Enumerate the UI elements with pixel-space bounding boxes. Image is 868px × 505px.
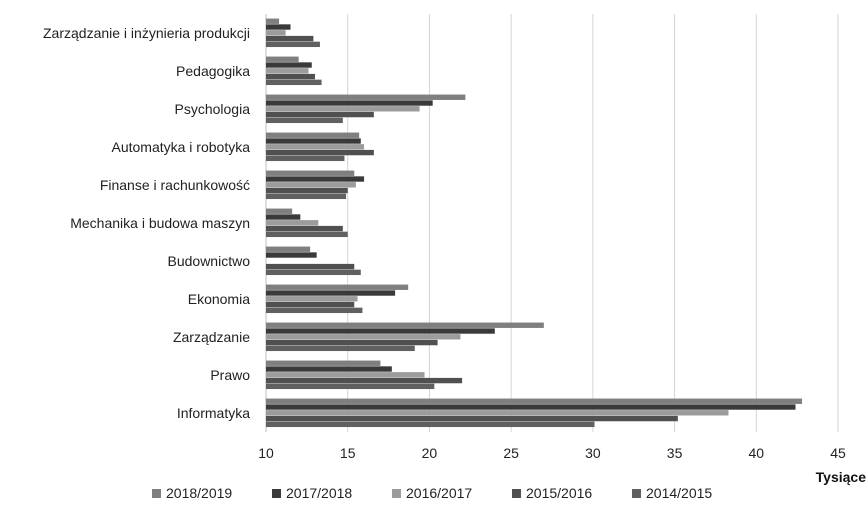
bar <box>266 290 396 296</box>
x-tick-label: 30 <box>585 445 601 461</box>
bar <box>266 176 365 182</box>
legend-label: 2014/2015 <box>646 485 712 501</box>
legend-label: 2018/2019 <box>166 485 232 501</box>
bar <box>266 383 435 390</box>
bar <box>266 214 301 220</box>
bar <box>266 339 438 346</box>
legend-swatch <box>632 489 641 498</box>
category-label: Mechanika i budowa maszyn <box>70 215 250 231</box>
bar <box>266 68 309 74</box>
bar <box>266 149 374 156</box>
legend-swatch <box>152 489 161 498</box>
bar <box>266 35 314 42</box>
legend: 2018/2019 2017/2018 2016/2017 2015/2016 2014… <box>152 485 712 501</box>
category-label: Zarządzanie i inżynieria produkcji <box>43 25 250 41</box>
bar <box>266 366 392 372</box>
bar <box>266 24 291 30</box>
bar <box>266 269 361 276</box>
bar <box>266 106 420 112</box>
bar <box>266 132 360 138</box>
bar <box>266 377 463 384</box>
bar <box>266 410 729 416</box>
bar <box>266 398 803 404</box>
bar <box>266 301 355 308</box>
bar <box>266 187 348 194</box>
bar <box>266 246 311 252</box>
bar <box>266 111 374 118</box>
legend-label: 2016/2017 <box>406 485 472 501</box>
bar <box>266 360 381 366</box>
bar <box>266 328 495 334</box>
category-label: Finanse i rachunkowość <box>100 177 250 193</box>
bar <box>266 252 317 258</box>
x-tick-label: 10 <box>258 445 274 461</box>
bar <box>266 182 356 188</box>
bar <box>266 117 343 124</box>
bar <box>266 263 355 270</box>
bars <box>266 18 803 428</box>
legend-swatch <box>392 489 401 498</box>
legend-swatch <box>512 489 521 498</box>
category-label: Informatyka <box>177 405 250 421</box>
bar <box>266 30 286 36</box>
bar <box>266 94 466 100</box>
legend-label: 2015/2016 <box>526 485 592 501</box>
bar <box>266 334 461 340</box>
category-labels: Zarządzanie i inżynieria produkcji Pedago… <box>43 25 250 421</box>
x-tick-label: 40 <box>748 445 764 461</box>
bar <box>266 220 319 226</box>
category-label: Ekonomia <box>188 291 250 307</box>
bar <box>266 296 358 302</box>
bar <box>266 208 293 214</box>
category-label: Zarządzanie <box>173 329 250 345</box>
x-tick-label: 25 <box>503 445 519 461</box>
bar <box>266 155 345 162</box>
bar <box>266 372 425 378</box>
x-tick-label: 45 <box>830 445 846 461</box>
bar <box>266 345 415 352</box>
bar <box>266 231 348 238</box>
bar <box>266 170 355 176</box>
bar <box>266 73 316 80</box>
gridlines <box>265 14 839 432</box>
x-axis-unit-label: Tysiące <box>816 469 867 485</box>
x-tick-label: 35 <box>667 445 683 461</box>
bar <box>266 138 361 144</box>
legend-swatch <box>272 489 281 498</box>
bar <box>266 79 322 86</box>
category-label: Pedagogika <box>176 63 250 79</box>
bar <box>266 421 595 428</box>
bar <box>266 144 365 150</box>
category-label: Psychologia <box>175 101 251 117</box>
category-label: Budownictwo <box>168 253 251 269</box>
bar <box>266 62 312 68</box>
category-label: Automatyka i robotyka <box>111 139 250 155</box>
bar <box>266 307 363 314</box>
bar <box>266 18 280 24</box>
bar <box>266 193 347 200</box>
bar <box>266 284 409 290</box>
category-label: Prawo <box>210 367 250 383</box>
bar <box>266 404 796 410</box>
x-tick-label: 20 <box>422 445 438 461</box>
bar <box>266 322 544 328</box>
x-tick-labels: 10 15 20 25 30 35 40 45 <box>258 445 846 461</box>
bar <box>266 100 433 106</box>
bar <box>266 415 678 422</box>
bar <box>266 41 320 48</box>
x-tick-label: 15 <box>340 445 356 461</box>
legend-label: 2017/2018 <box>286 485 352 501</box>
bar <box>266 56 299 62</box>
bar <box>266 225 343 232</box>
